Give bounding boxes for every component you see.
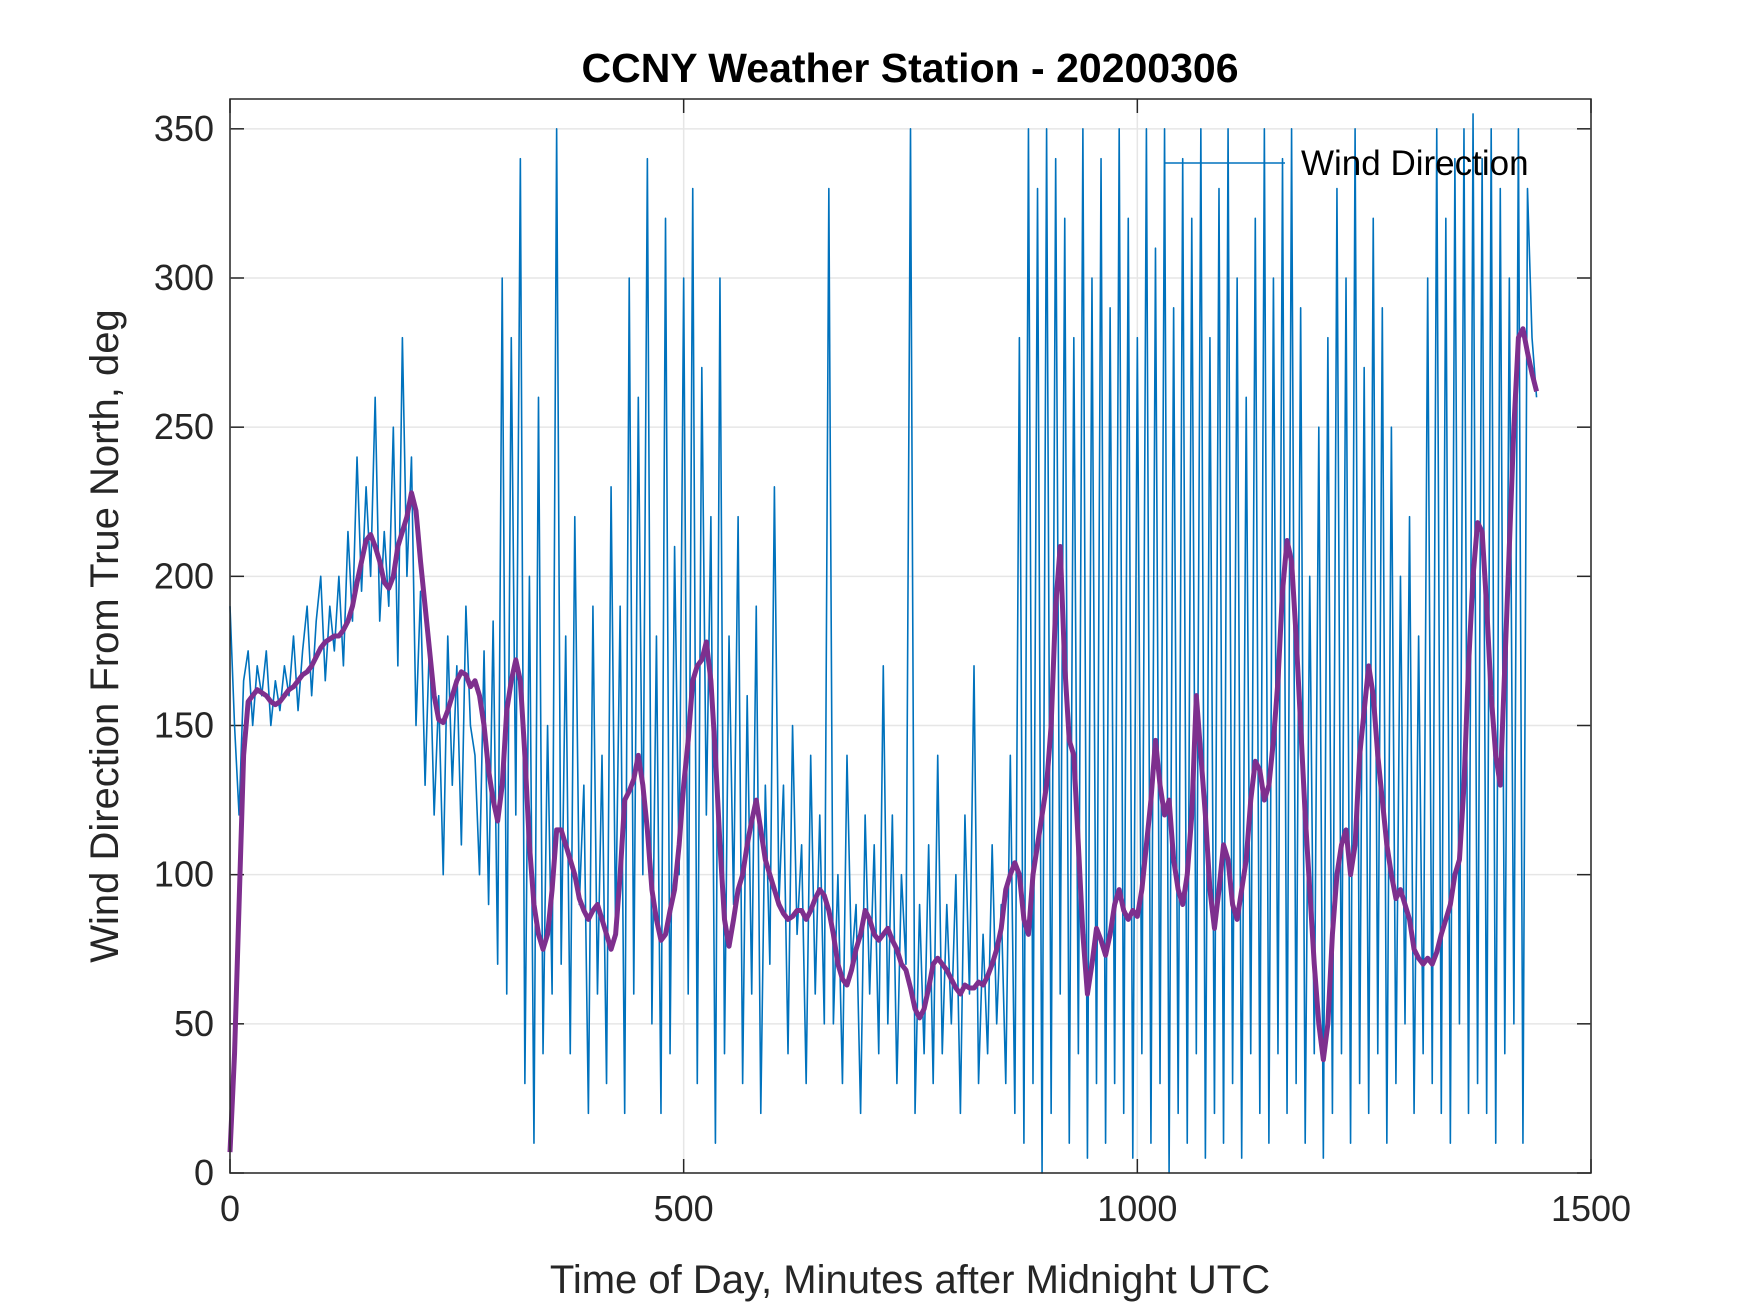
y-tick-label: 100	[154, 854, 214, 895]
legend-label: Wind Direction	[1301, 144, 1529, 183]
axes-box	[229, 98, 1592, 1174]
y-tick-label: 300	[154, 257, 214, 298]
data-line	[227, 326, 1539, 1153]
x-tick-label: 0	[220, 1188, 240, 1229]
x-tick-label: 1000	[1097, 1188, 1177, 1229]
y-tick-label: 200	[154, 555, 214, 596]
data-line	[229, 113, 1538, 1174]
x-tick-label: 1500	[1551, 1188, 1631, 1229]
y-tick-label: 250	[154, 406, 214, 447]
chart-title: CCNY Weather Station - 20200306	[581, 45, 1238, 91]
y-tick-label: 150	[154, 705, 214, 746]
x-tick-label: 500	[654, 1188, 714, 1229]
y-tick-label: 350	[154, 108, 214, 149]
y-tick-label: 50	[174, 1003, 214, 1044]
y-axis-label: Wind Direction From True North, deg	[83, 309, 127, 963]
x-axis-label: Time of Day, Minutes after Midnight UTC	[550, 1258, 1270, 1302]
y-tick-label: 0	[194, 1152, 214, 1193]
